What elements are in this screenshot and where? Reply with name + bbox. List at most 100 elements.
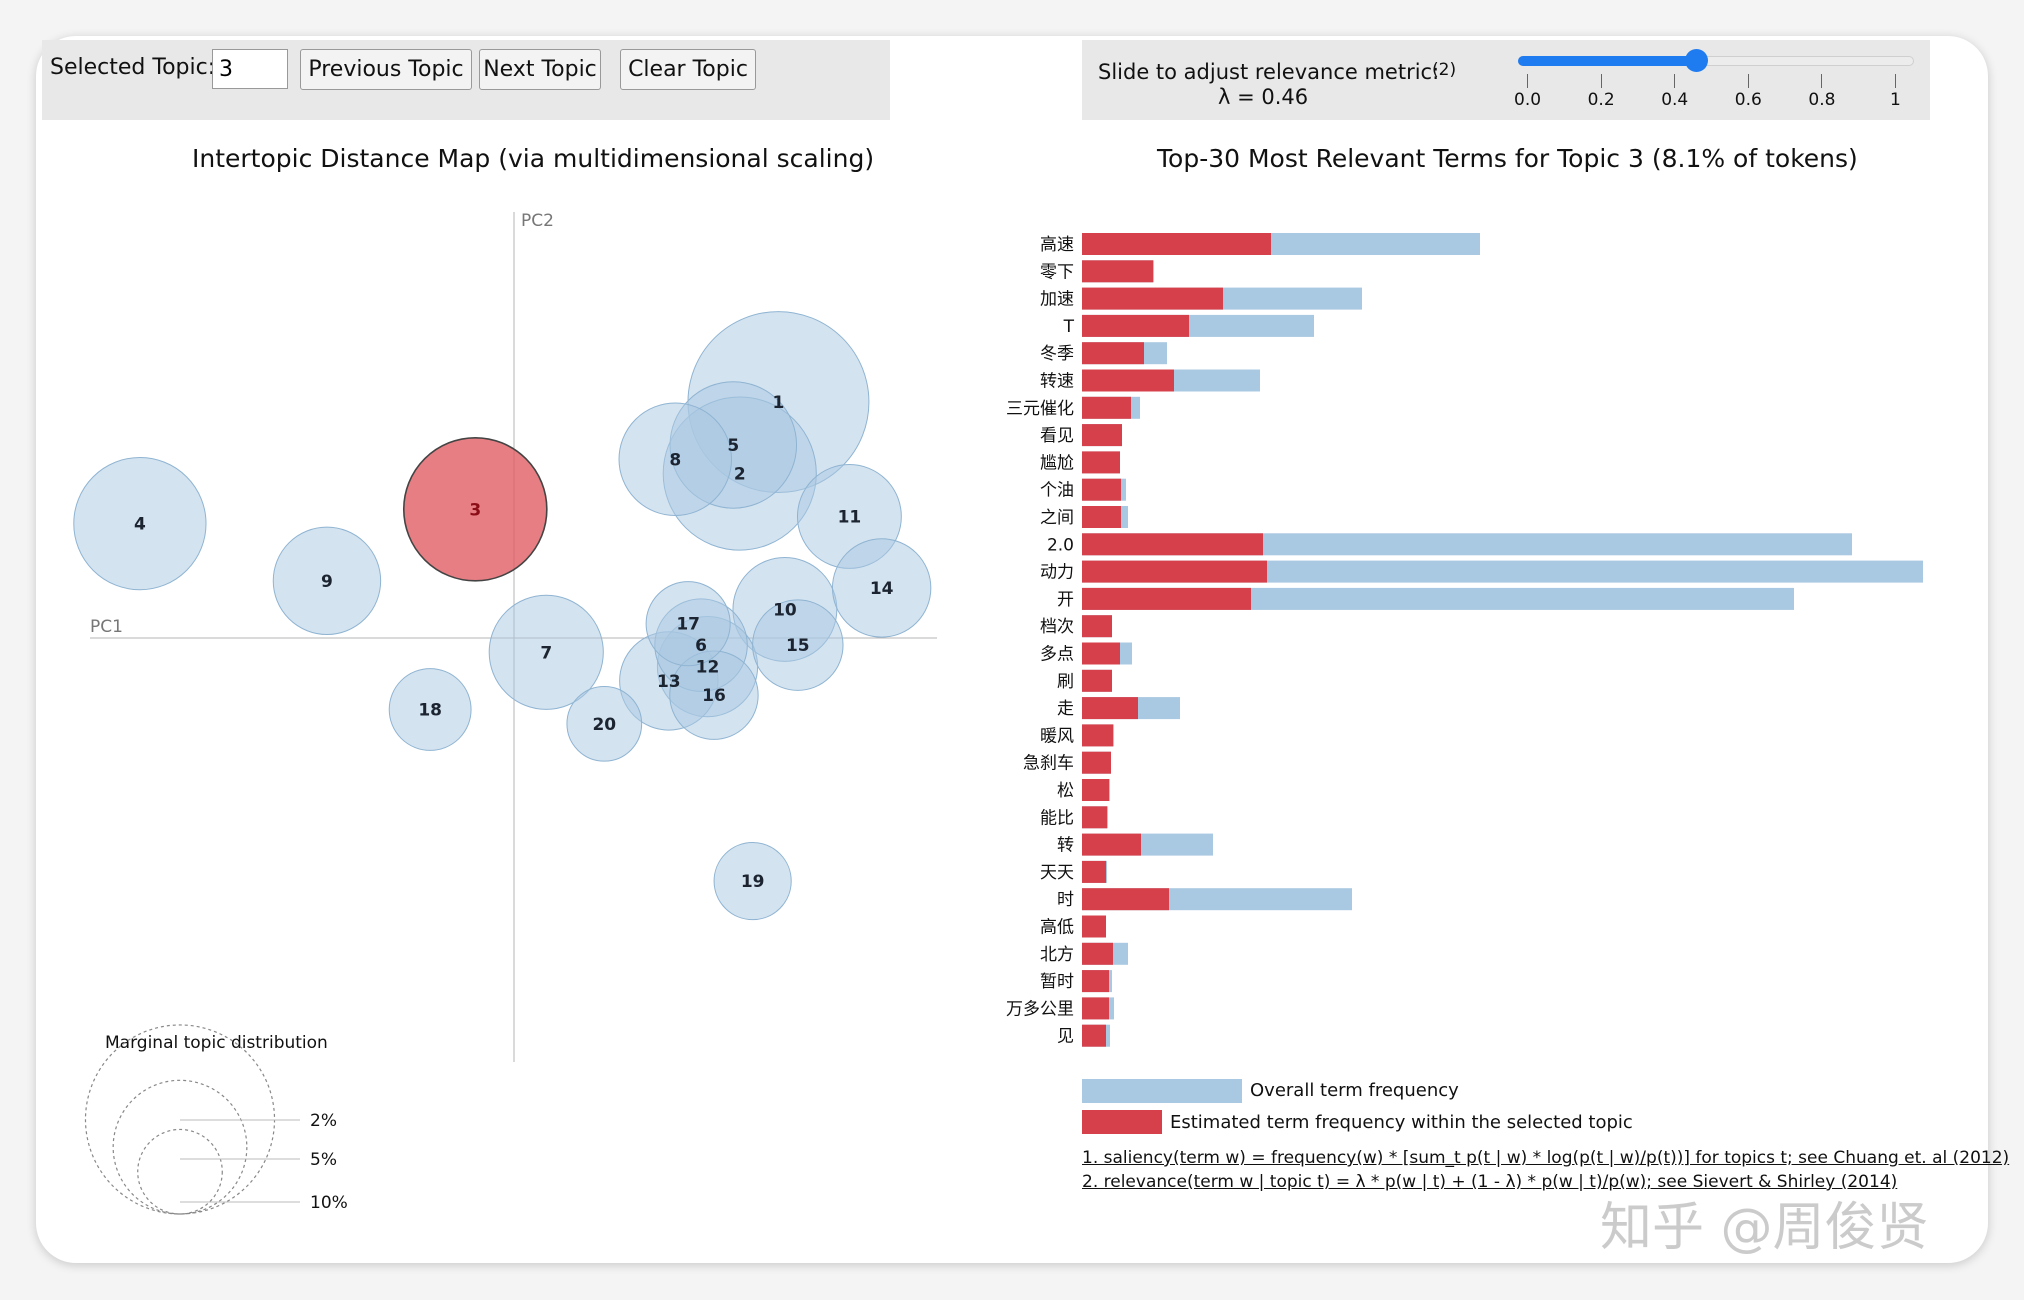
term-label: 转速 bbox=[1040, 372, 1074, 392]
selected-topic-input[interactable] bbox=[212, 49, 288, 89]
estimated-bar bbox=[1082, 942, 1113, 965]
term-label: 零下 bbox=[1040, 262, 1074, 282]
topic-label-6: 6 bbox=[695, 636, 707, 656]
topic-label-7: 7 bbox=[540, 643, 552, 663]
topic-bubble-17 bbox=[645, 581, 731, 667]
estimated-bar bbox=[1082, 1024, 1106, 1047]
next-topic-button[interactable]: Next Topic bbox=[479, 49, 601, 90]
relevance-slider-thumb[interactable] bbox=[1685, 49, 1709, 72]
estimated-bar bbox=[1082, 260, 1153, 283]
estimated-bar bbox=[1082, 970, 1109, 993]
term-label: 转 bbox=[1057, 836, 1074, 856]
size-legend-label: 5% bbox=[310, 1150, 337, 1170]
footnote-saliency-link[interactable]: 1. saliency(term w) = frequency(w) * [su… bbox=[1082, 1148, 2010, 1168]
overall-bar bbox=[1082, 560, 1923, 583]
relevance-slider-fill bbox=[1518, 56, 1697, 66]
size-legend-label: 2% bbox=[310, 1111, 337, 1131]
topic-label-20: 20 bbox=[592, 715, 616, 735]
terms-chart-title: Top-30 Most Relevant Terms for Topic 3 (… bbox=[1157, 144, 1858, 173]
size-legend-title: Marginal topic distribution bbox=[105, 1033, 328, 1053]
term-label: 暂时 bbox=[1040, 972, 1074, 992]
term-label: 北方 bbox=[1040, 945, 1074, 965]
term-label: 见 bbox=[1057, 1027, 1074, 1047]
topic-bubble-9 bbox=[272, 526, 382, 636]
term-label: 动力 bbox=[1040, 563, 1074, 583]
footnote-relevance-link[interactable]: 2. relevance(term w | topic t) = λ * p(w… bbox=[1082, 1172, 1898, 1192]
topic-label-18: 18 bbox=[418, 701, 442, 721]
watermark: 知乎 @周俊贤 bbox=[1600, 1198, 1929, 1258]
estimated-bar bbox=[1082, 751, 1111, 774]
term-label: 暖风 bbox=[1040, 726, 1074, 746]
estimated-bar bbox=[1082, 779, 1109, 801]
previous-topic-button[interactable]: Previous Topic bbox=[300, 49, 472, 90]
topic-label-9: 9 bbox=[321, 572, 333, 592]
estimated-bar bbox=[1082, 642, 1120, 665]
topic-bubble-18 bbox=[388, 668, 472, 751]
estimated-bar bbox=[1082, 451, 1120, 474]
topic-label-2: 2 bbox=[734, 465, 746, 485]
estimated-bar bbox=[1082, 806, 1107, 829]
estimated-bar bbox=[1082, 506, 1121, 528]
legend-estimated-swatch bbox=[1082, 1110, 1162, 1134]
slider-tick-label: 0.6 bbox=[1734, 90, 1762, 110]
topic-label-12: 12 bbox=[696, 658, 720, 678]
legend-overall-swatch bbox=[1082, 1079, 1242, 1103]
topic-bubble-7 bbox=[488, 594, 604, 710]
term-label: T bbox=[1063, 317, 1075, 337]
term-label: 看见 bbox=[1040, 426, 1074, 446]
estimated-bar bbox=[1082, 860, 1106, 883]
topic-label-16: 16 bbox=[702, 686, 726, 706]
slider-footnote-ref: (2) bbox=[1432, 60, 1457, 80]
estimated-bar bbox=[1082, 669, 1112, 692]
slider-tick-label: 0.0 bbox=[1514, 90, 1542, 110]
topic-label-10: 10 bbox=[773, 600, 797, 620]
slider-tick-label: 0.4 bbox=[1661, 90, 1689, 110]
topic-label-19: 19 bbox=[741, 872, 765, 892]
topic-label-1: 1 bbox=[773, 393, 785, 413]
estimated-bar bbox=[1082, 615, 1112, 638]
pc1-axis-label: PC1 bbox=[90, 617, 123, 637]
estimated-bar bbox=[1082, 997, 1109, 1020]
size-legend-circle bbox=[112, 1079, 248, 1215]
estimated-bar bbox=[1082, 833, 1141, 856]
topic-bubble-20 bbox=[566, 685, 643, 762]
relevance-control-bar bbox=[1082, 40, 1930, 120]
term-label: 走 bbox=[1057, 699, 1074, 719]
topic-bubble-4 bbox=[73, 456, 207, 591]
slider-tick-label: 0.2 bbox=[1587, 90, 1615, 110]
estimated-bar bbox=[1082, 724, 1113, 747]
slider-tick-label: 1 bbox=[1890, 90, 1901, 110]
overall-bar bbox=[1082, 533, 1852, 556]
topic-label-13: 13 bbox=[657, 672, 681, 692]
estimated-bar bbox=[1082, 233, 1271, 255]
estimated-bar bbox=[1082, 424, 1122, 447]
term-label: 三元催化 bbox=[1006, 399, 1074, 419]
slider-tick bbox=[1600, 74, 1602, 88]
topic-bubble-3 bbox=[402, 436, 548, 582]
estimated-bar bbox=[1082, 560, 1267, 583]
term-label: 高速 bbox=[1040, 235, 1074, 255]
term-label: 松 bbox=[1057, 781, 1074, 801]
estimated-bar bbox=[1082, 396, 1131, 419]
clear-topic-button[interactable]: Clear Topic bbox=[620, 49, 756, 90]
term-label: 急刹车 bbox=[1023, 754, 1074, 774]
overall-bar bbox=[1082, 587, 1794, 610]
term-label: 能比 bbox=[1040, 808, 1074, 828]
estimated-bar bbox=[1082, 314, 1189, 337]
legend-estimated-label: Estimated term frequency within the sele… bbox=[1170, 1112, 1633, 1133]
estimated-bar bbox=[1082, 915, 1106, 938]
topic-label-5: 5 bbox=[727, 436, 739, 456]
term-label: 加速 bbox=[1040, 290, 1074, 310]
estimated-bar bbox=[1082, 478, 1121, 501]
term-label: 万多公里 bbox=[1006, 999, 1074, 1019]
term-label: 高低 bbox=[1040, 918, 1074, 938]
slider-tick bbox=[1527, 74, 1528, 88]
topic-label-15: 15 bbox=[786, 636, 810, 656]
term-label: 个油 bbox=[1040, 481, 1074, 501]
topic-label-17: 17 bbox=[676, 615, 700, 635]
slider-tick bbox=[1895, 74, 1896, 88]
topic-label-4: 4 bbox=[134, 515, 146, 535]
term-label: 冬季 bbox=[1040, 344, 1074, 364]
estimated-bar bbox=[1082, 287, 1223, 310]
